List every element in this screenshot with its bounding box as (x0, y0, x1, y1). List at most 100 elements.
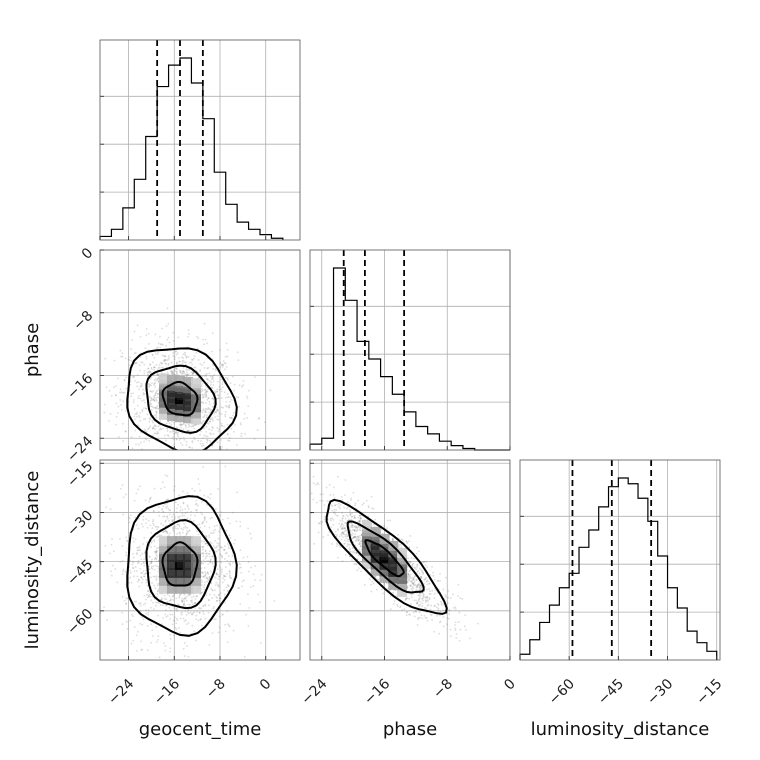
sample-point (162, 511, 165, 513)
sample-point (337, 505, 340, 508)
sample-point (179, 631, 182, 634)
sample-point (175, 437, 178, 440)
sample-point (447, 596, 450, 599)
sample-point (201, 423, 204, 425)
sample-point (338, 502, 340, 505)
sample-point (182, 647, 185, 650)
sample-point (182, 526, 185, 529)
sample-point (224, 465, 227, 468)
sample-point (151, 629, 154, 632)
sample-point (202, 444, 205, 447)
sample-point (195, 618, 198, 621)
density-cell (397, 580, 408, 591)
sample-point (186, 335, 189, 338)
sample-point (420, 585, 423, 588)
sample-point (141, 448, 143, 450)
sample-point (132, 392, 134, 395)
sample-point (211, 429, 213, 432)
sample-point (191, 599, 193, 602)
sample-point (194, 607, 196, 609)
sample-point (186, 374, 189, 376)
sample-point (346, 519, 349, 522)
sample-point (417, 598, 420, 601)
sample-point (132, 640, 135, 642)
sample-point (409, 584, 412, 587)
sample-point (250, 537, 253, 540)
sample-point (164, 439, 167, 442)
sample-point (179, 437, 182, 440)
sample-point (117, 377, 119, 380)
sample-point (194, 602, 196, 605)
sample-point (203, 434, 206, 437)
sample-point (225, 342, 228, 345)
sample-point (216, 545, 218, 548)
sample-point (213, 525, 216, 528)
sample-point (162, 456, 164, 458)
sample-point (224, 545, 226, 547)
sample-point (204, 603, 207, 606)
sample-point (120, 355, 122, 358)
density-cell (159, 379, 169, 390)
sample-point (217, 397, 220, 400)
sample-point (416, 565, 418, 568)
sample-point (207, 397, 210, 399)
sample-point (297, 507, 299, 509)
sample-point (409, 585, 412, 588)
sample-point (146, 371, 149, 374)
sample-point (142, 543, 145, 545)
sample-point (220, 571, 223, 573)
sample-point (191, 440, 194, 442)
sample-point (147, 611, 150, 614)
sample-point (440, 604, 443, 606)
sample-point (150, 565, 153, 568)
sample-point (152, 421, 154, 424)
sample-point (123, 379, 126, 382)
sample-point (179, 509, 182, 512)
sample-point (412, 583, 415, 585)
sample-point (358, 567, 360, 570)
sample-point (204, 549, 207, 552)
sample-point (419, 584, 422, 587)
sample-point (172, 528, 175, 531)
density-cell (175, 394, 185, 405)
sample-point (187, 356, 190, 358)
density-cell (175, 583, 185, 594)
sample-point (427, 587, 430, 590)
sample-point (154, 432, 157, 435)
sample-point (211, 376, 214, 379)
sample-point (153, 400, 156, 402)
sample-point (359, 514, 361, 517)
sample-point (150, 546, 153, 549)
sample-point (227, 547, 230, 549)
sample-point (426, 596, 429, 599)
sample-point (341, 531, 344, 534)
sample-point (426, 619, 429, 622)
sample-point (213, 455, 215, 457)
sample-point (153, 487, 156, 490)
sample-point (189, 599, 192, 602)
sample-point (439, 579, 441, 582)
sample-point (457, 583, 460, 586)
sample-point (169, 609, 172, 612)
sample-point (139, 549, 141, 551)
sample-point (148, 572, 151, 575)
sample-point (185, 355, 188, 358)
sample-point (342, 532, 345, 535)
sample-point (216, 596, 219, 599)
sample-point (227, 555, 230, 557)
sample-point (147, 595, 150, 598)
sample-point (196, 524, 199, 526)
sample-point (119, 560, 122, 563)
sample-point (212, 555, 214, 558)
density-cell (397, 560, 408, 571)
sample-point (220, 388, 222, 391)
sample-point (343, 542, 345, 545)
sample-point (122, 440, 125, 442)
sample-point (226, 392, 229, 395)
sample-point (209, 432, 212, 435)
sample-point (411, 563, 414, 565)
sample-point (157, 567, 160, 570)
sample-point (237, 359, 240, 362)
sample-point (241, 580, 244, 583)
sample-point (156, 430, 159, 433)
